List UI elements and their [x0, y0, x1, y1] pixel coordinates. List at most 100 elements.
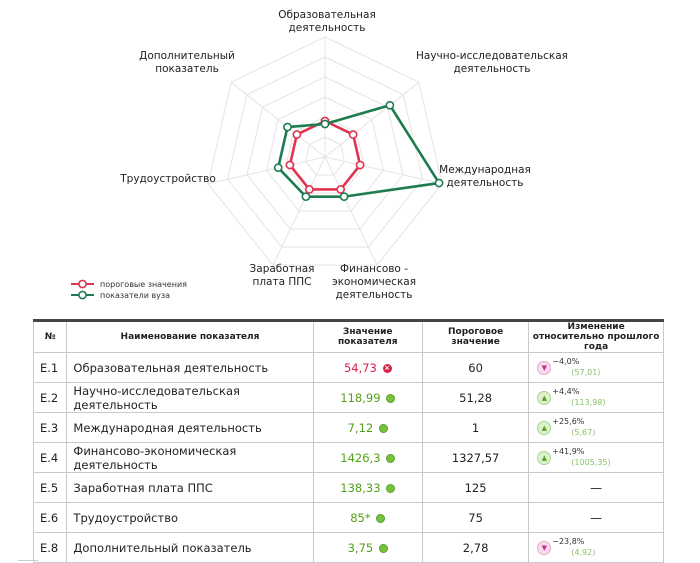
- row-value-cell: 118,99: [312, 382, 423, 413]
- axis-label-line: Финансово -: [340, 263, 408, 275]
- axis-label-line: Образовательная: [278, 9, 376, 21]
- no-change-dash: —: [590, 480, 603, 495]
- series-point-university-7[interactable]: [283, 122, 292, 132]
- row-value: 1426,3: [340, 450, 381, 465]
- radar-axes: [207, 37, 443, 266]
- series-point-threshold-2[interactable]: [348, 130, 358, 139]
- previous-value: (4,92): [571, 547, 596, 557]
- previous-value: (57,01): [571, 367, 601, 377]
- row-change: ▲ +25,6% (5,67): [528, 412, 664, 443]
- axis-label-line: Заработная: [250, 263, 315, 275]
- arrow-up-icon: ▲: [537, 390, 552, 405]
- grid-ring-6: [207, 36, 443, 266]
- col-header-change: Изменение относительно прошлого года: [528, 319, 664, 353]
- row-code: E.4: [32, 442, 68, 473]
- status-ok-icon: [376, 513, 386, 523]
- series-point-university-1[interactable]: [320, 119, 330, 129]
- previous-value: (113,98): [571, 397, 606, 407]
- row-threshold: 1327,57: [421, 442, 530, 473]
- row-value: 54,73: [343, 360, 377, 375]
- change-percent: −23,8%: [552, 536, 585, 546]
- row-name: Дополнительный показатель: [66, 532, 314, 563]
- table-row: E.5 Заработная плата ППС 138,33 125 —: [32, 472, 664, 503]
- grid-ring-4: [246, 76, 404, 230]
- axis-label-4: Финансово -экономическая деятельность: [332, 263, 416, 301]
- axis-label-line: деятельность: [447, 177, 524, 189]
- table-row: E.1 Образовательная деятельность 54,73 × 60…: [32, 352, 664, 383]
- series-point-threshold-4[interactable]: [336, 185, 346, 194]
- series-point-threshold-6[interactable]: [285, 160, 295, 170]
- change-percent: +4,4%: [552, 386, 580, 396]
- row-code: E.2: [32, 382, 68, 413]
- legend-item-university[interactable]: показатели вуза: [71, 290, 170, 300]
- axis-label-6: Трудоустройство: [119, 173, 216, 185]
- row-name: Научно-исследовательская деятельность: [66, 382, 314, 413]
- row-value-cell: 138,33: [312, 472, 423, 503]
- radar-series: [273, 100, 444, 202]
- change-percent: +41,9%: [552, 446, 585, 456]
- arrow-up-icon: ▲: [537, 450, 552, 465]
- grid-ring-1: [304, 136, 346, 176]
- series-point-threshold-5[interactable]: [304, 185, 314, 194]
- change-block: ▲ +25,6% (5,67): [535, 414, 657, 442]
- row-threshold: 2,78: [421, 532, 530, 563]
- status-fail-icon: ×: [382, 363, 392, 373]
- axis-label-line: плата ППС: [252, 276, 311, 288]
- legend-label-threshold: пороговые значения: [100, 280, 187, 289]
- series-line-threshold: [288, 119, 362, 191]
- change-block: ▼ −23,8% (4,92): [535, 534, 657, 562]
- row-name: Финансово-экономическая деятельность: [66, 442, 314, 473]
- row-name: Заработная плата ППС: [66, 472, 314, 503]
- series-point-university-6[interactable]: [273, 163, 283, 173]
- status-ok-icon: [378, 543, 388, 553]
- axis-label-line: показатель: [155, 63, 219, 75]
- row-value-cell: 3,75: [312, 532, 423, 563]
- row-code: E.8: [32, 532, 68, 563]
- series-point-threshold-7[interactable]: [292, 130, 302, 139]
- radar-chart: Образовательная деятельность Научно-исслед…: [71, 9, 568, 301]
- grid-ring-5: [226, 56, 424, 248]
- row-value: 118,99: [340, 390, 381, 405]
- row-value-cell: 85*: [312, 502, 423, 533]
- change-percent: +25,6%: [552, 416, 585, 426]
- axis-label-7: Дополнительный показатель: [139, 50, 235, 75]
- row-name: Образовательная деятельность: [66, 352, 314, 383]
- row-threshold: 125: [421, 472, 530, 503]
- previous-value: (1005,35): [571, 457, 611, 467]
- series-point-threshold-3[interactable]: [355, 160, 365, 170]
- row-threshold: 51,28: [421, 382, 530, 413]
- axis-label-line: Научно-исследовательская: [416, 50, 568, 62]
- no-change-dash: —: [590, 510, 603, 525]
- series-point-university-4[interactable]: [339, 192, 349, 202]
- row-value: 138,33: [340, 480, 381, 495]
- series-point-university-3[interactable]: [434, 178, 444, 188]
- status-ok-icon: [386, 483, 396, 493]
- row-value-cell: 7,12: [312, 412, 423, 443]
- row-value-cell: 54,73 ×: [312, 352, 423, 383]
- arrow-down-icon: ▼: [537, 540, 552, 555]
- row-name: Трудоустройство: [66, 502, 314, 533]
- row-code: E.3: [32, 412, 68, 443]
- row-threshold: 1: [421, 412, 530, 443]
- legend-label-university: показатели вуза: [100, 291, 170, 300]
- change-block: ▲ +4,4% (113,98): [535, 384, 657, 412]
- table-row: E.6 Трудоустройство 85* 75 —: [32, 502, 664, 533]
- status-ok-icon: [378, 423, 388, 433]
- axis-line-6: [207, 156, 326, 185]
- table-body: E.1 Образовательная деятельность 54,73 × 60…: [32, 352, 664, 563]
- table-header-row: № Наименование показателя Значение показ…: [32, 319, 664, 353]
- row-threshold: 60: [421, 352, 530, 383]
- legend-item-threshold[interactable]: пороговые значения: [71, 279, 187, 289]
- radar-grid: [207, 36, 443, 266]
- row-code: E.6: [32, 502, 68, 533]
- series-point-university-2[interactable]: [385, 100, 395, 110]
- row-change: —: [528, 472, 664, 503]
- axis-label-2: Научно-исследовательская деятельность: [416, 50, 568, 75]
- change-block: ▲ +41,9% (1005,35): [535, 444, 657, 472]
- row-name: Международная деятельность: [66, 412, 314, 443]
- bottom-divider: [18, 560, 38, 561]
- radar-axis-labels: Образовательная деятельность Научно-исслед…: [119, 9, 568, 301]
- row-change: ▲ +41,9% (1005,35): [528, 442, 664, 473]
- change-block: ▼ −4,0% (57,01): [535, 354, 657, 382]
- series-point-university-5[interactable]: [301, 192, 311, 202]
